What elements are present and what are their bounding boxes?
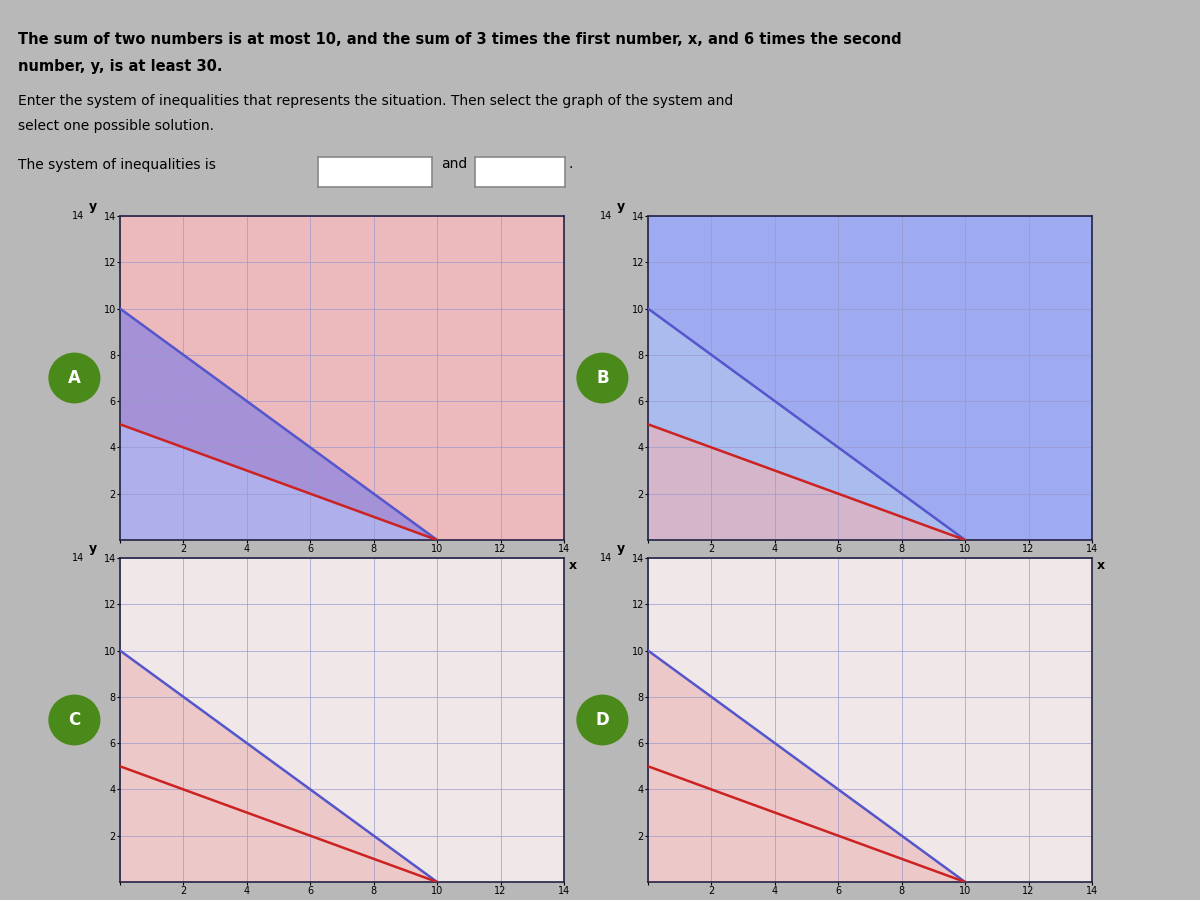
Text: The sum of two numbers is at most 10, and the sum of 3 times the first number, x: The sum of two numbers is at most 10, an… xyxy=(18,32,901,47)
Text: The system of inequalities is: The system of inequalities is xyxy=(18,158,216,172)
Circle shape xyxy=(577,354,628,402)
Text: 14: 14 xyxy=(600,211,612,221)
Text: Enter the system of inequalities that represents the situation. Then select the : Enter the system of inequalities that re… xyxy=(18,94,733,109)
Text: and: and xyxy=(442,158,468,172)
Text: 14: 14 xyxy=(72,553,84,563)
Circle shape xyxy=(49,354,100,402)
Text: 14: 14 xyxy=(72,211,84,221)
Text: number, y, is at least 30.: number, y, is at least 30. xyxy=(18,58,222,74)
Text: y: y xyxy=(617,542,625,554)
Circle shape xyxy=(577,696,628,744)
Text: .: . xyxy=(569,158,574,172)
Text: select one possible solution.: select one possible solution. xyxy=(18,119,214,133)
Text: C: C xyxy=(68,711,80,729)
Text: 14: 14 xyxy=(600,553,612,563)
Text: y: y xyxy=(89,200,97,212)
Text: x: x xyxy=(569,560,576,572)
Circle shape xyxy=(49,696,100,744)
Text: A: A xyxy=(68,369,80,387)
Text: y: y xyxy=(89,542,97,554)
Text: B: B xyxy=(596,369,608,387)
Text: y: y xyxy=(617,200,625,212)
Text: x: x xyxy=(1097,560,1104,572)
Text: D: D xyxy=(595,711,610,729)
